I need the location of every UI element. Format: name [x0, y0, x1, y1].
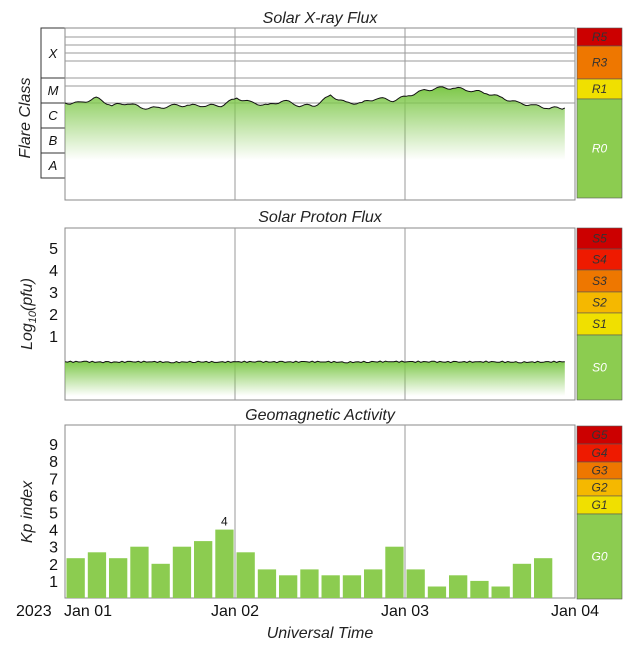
kp-bar [300, 569, 319, 598]
geomag-tick: 3 [49, 540, 58, 557]
x-tick-jan02: Jan 02 [211, 603, 259, 620]
kp-bar [427, 586, 447, 598]
scale-cell-r3 [576, 45, 623, 80]
xray-r-scale: R5 R3 R1 R0 [576, 27, 623, 199]
kp-bar [236, 552, 255, 598]
kp-bar [491, 586, 510, 598]
scale-label-r1: R1 [592, 82, 607, 96]
scale-label-s4: S4 [592, 253, 607, 267]
xray-ylabel: Flare Class [17, 78, 34, 159]
proton-ylabel-tail: (pfu) [19, 278, 36, 311]
proton-tick-4: 4 [49, 263, 58, 280]
x-axis: 2023 Jan 01 Jan 02 Jan 03 Jan 04 Univers… [16, 603, 599, 642]
kp-bar [534, 558, 553, 598]
geomag-gridlines [234, 425, 406, 598]
proton-title: Solar Proton Flux [258, 209, 383, 226]
scale-label-s5: S5 [592, 232, 607, 246]
geomag-tick: 6 [49, 488, 58, 505]
scale-label-s0: S0 [592, 361, 607, 375]
scale-label-r5: R5 [592, 30, 608, 44]
geomag-tick: 9 [49, 437, 58, 454]
kp-bar-annotation: 4 [221, 515, 228, 529]
proton-tick-5: 5 [49, 241, 58, 258]
scale-label-g0: G0 [591, 550, 607, 564]
scale-label-r3: R3 [592, 56, 608, 70]
xray-title: Solar X-ray Flux [263, 10, 379, 27]
scale-label-g1: G1 [591, 498, 607, 512]
xray-class-m: M [48, 83, 59, 98]
kp-bar [130, 546, 149, 598]
geomag-tick: 2 [49, 557, 58, 574]
proton-tick-2: 2 [49, 307, 58, 324]
geomag-title: Geomagnetic Activity [245, 407, 396, 424]
proton-flux-area [65, 361, 565, 396]
kp-bar [215, 529, 234, 598]
scale-label-g5: G5 [591, 428, 607, 442]
kp-bar [512, 563, 532, 598]
kp-bar [364, 569, 383, 598]
proton-ylabel: Log10(pfu) [19, 278, 39, 350]
proton-tick-3: 3 [49, 285, 58, 302]
proton-s-scale: S5 S4 S3 S2 S1 S0 [576, 227, 623, 401]
xray-class-column: X M C B A [40, 27, 66, 179]
kp-bar [66, 558, 85, 598]
kp-bar [151, 563, 170, 598]
kp-bar [194, 541, 213, 598]
xray-gridlines [65, 28, 575, 200]
x-tick-jan01: Jan 01 [64, 603, 112, 620]
geomag-bars: 4 [66, 515, 553, 598]
kp-bar [321, 575, 340, 598]
kp-bar [172, 546, 192, 598]
geomag-ylabel: Kp index [19, 480, 36, 543]
geomag-tick: 8 [49, 454, 58, 471]
scale-label-s3: S3 [592, 274, 607, 288]
xray-class-x: X [48, 46, 59, 61]
kp-bar [109, 558, 128, 598]
xray-flux-line [64, 86, 566, 110]
kp-bar [385, 546, 404, 598]
geomag-tick: 4 [49, 523, 58, 540]
scale-label-g3: G3 [591, 464, 607, 478]
kp-bar [279, 575, 298, 598]
kp-bar [257, 569, 277, 598]
kp-bar [87, 552, 107, 598]
x-tick-jan04: Jan 04 [551, 603, 599, 620]
kp-bar [470, 580, 489, 598]
geomag-g-scale: G5 G4 G3 G2 G1 G0 [576, 425, 623, 600]
kp-bar [449, 575, 468, 598]
xray-class-a: A [48, 158, 58, 173]
kp-bar [406, 569, 425, 598]
x-tick-jan03: Jan 03 [381, 603, 429, 620]
geomag-tick: 7 [49, 471, 58, 488]
proton-ylabel-sub: 10 [27, 310, 39, 323]
scale-label-r0: R0 [592, 142, 608, 156]
scale-cell-r0 [576, 98, 623, 199]
scale-cell-g0 [576, 513, 623, 600]
proton-ylabel-main: Log [19, 323, 36, 350]
proton-ticks: 5 4 3 2 1 [49, 241, 58, 346]
scale-label-s2: S2 [592, 296, 607, 310]
proton-tick-1: 1 [49, 329, 58, 346]
xray-class-b: B [49, 133, 58, 148]
geomag-plot-area [64, 424, 576, 599]
scale-label-s1: S1 [592, 317, 607, 331]
x-axis-year: 2023 [16, 603, 52, 620]
geomag-tick: 1 [49, 574, 58, 591]
xray-class-c: C [48, 108, 58, 123]
scale-cell-s0 [576, 334, 623, 401]
scale-label-g4: G4 [591, 446, 607, 460]
geomag-tick: 5 [49, 506, 58, 523]
kp-bar [342, 575, 362, 598]
scale-label-g2: G2 [591, 481, 607, 495]
proton-flux-line [64, 360, 565, 364]
x-axis-label: Universal Time [267, 625, 374, 642]
